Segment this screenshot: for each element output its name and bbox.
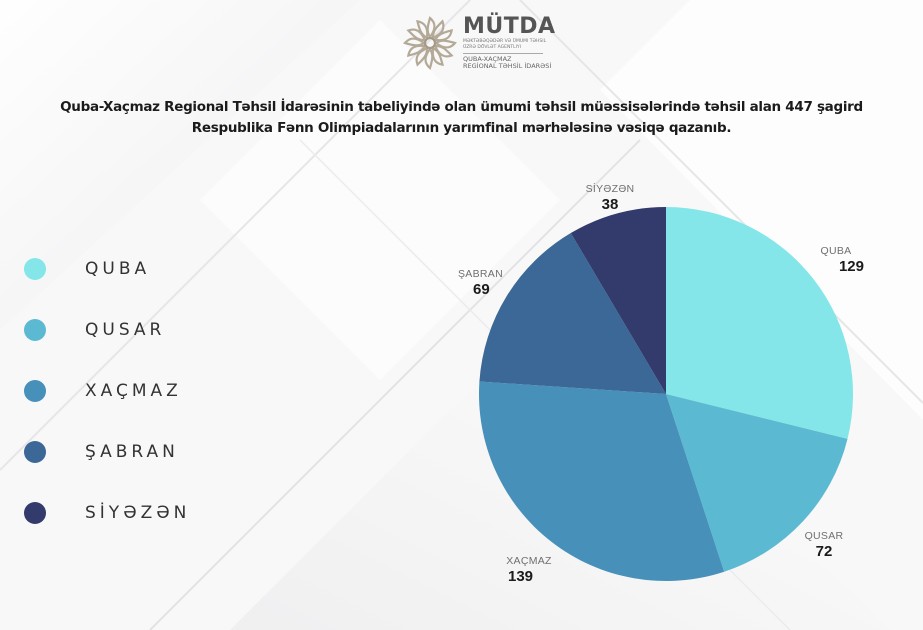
legend-item-xacmaz: XAÇMAZ	[24, 360, 190, 421]
legend-swatch-icon	[24, 440, 46, 463]
slice-label-value: 72	[815, 543, 833, 560]
legend-swatch-icon	[24, 379, 46, 402]
slice-label-value: 69	[473, 281, 490, 298]
chart-title-line-2: Respublika Fənn Olimpiadalarının yarımfi…	[191, 120, 732, 136]
logo-subtitle-2: üzrə dövlət agentliyi	[463, 45, 521, 51]
pie-slice-xacmaz	[479, 381, 725, 581]
slice-label-value: 139	[508, 568, 534, 585]
logo-subtitle-1: Məktəbəqədər və ümumi təhsil	[463, 38, 547, 44]
legend-label: QUBA	[85, 258, 151, 279]
pie-slice-qusar	[666, 394, 848, 572]
slice-label-siyezen: SİYƏZƏN 38	[575, 183, 645, 213]
legend-label: SİYƏZƏN	[85, 502, 191, 523]
legend-label: XAÇMAZ	[85, 380, 182, 401]
legend-label: QUSAR	[85, 319, 166, 340]
legend-item-sabran: ŞABRAN	[24, 421, 190, 482]
legend-swatch-icon	[24, 318, 46, 341]
slice-label-name: QUBA	[820, 245, 852, 257]
slice-label-sabran: ŞABRAN 69	[448, 268, 518, 298]
logo-emblem-icon	[403, 16, 457, 70]
slice-label-name: SİYƏZƏN	[585, 183, 635, 195]
pie-slice-sabran	[479, 233, 666, 394]
pie-slice-quba	[666, 207, 853, 439]
chart-title-line-1: Quba-Xaçmaz Regional Təhsil İdarəsinin t…	[60, 99, 863, 115]
legend-label: ŞABRAN	[85, 441, 179, 462]
logo-divider	[463, 52, 543, 54]
logo-title: MÜTDA	[463, 13, 556, 39]
slice-label-value: 129	[838, 258, 864, 275]
logo-region-1: QUBA-XAÇMAZ	[463, 54, 512, 63]
pie-slice-siyezen	[570, 207, 666, 394]
logo-region-2: REGİONAL TƏHSİL İDARƏSİ	[463, 62, 552, 70]
legend-item-quba: QUBA	[24, 238, 190, 299]
slice-label-name: ŞABRAN	[458, 268, 503, 280]
legend-item-qusar: QUSAR	[24, 299, 190, 360]
legend-swatch-icon	[24, 501, 46, 524]
chart-legend: QUBA QUSAR XAÇMAZ ŞABRAN SİYƏZƏN	[24, 238, 190, 543]
slice-label-value: 38	[601, 196, 619, 213]
slice-label-quba: QUBA 129	[806, 245, 866, 275]
slice-label-xacmaz: XAÇMAZ 139	[494, 555, 564, 585]
mutda-logo: MÜTDA Məktəbəqədər və ümumi təhsil üzrə …	[403, 12, 573, 74]
slice-label-name: XAÇMAZ	[506, 555, 552, 567]
chart-title: Quba-Xaçmaz Regional Təhsil İdarəsinin t…	[0, 97, 923, 139]
legend-item-siyezen: SİYƏZƏN	[24, 482, 190, 543]
slice-label-qusar: QUSAR 72	[794, 530, 854, 560]
legend-swatch-icon	[24, 257, 46, 280]
slice-label-name: QUSAR	[804, 530, 844, 542]
